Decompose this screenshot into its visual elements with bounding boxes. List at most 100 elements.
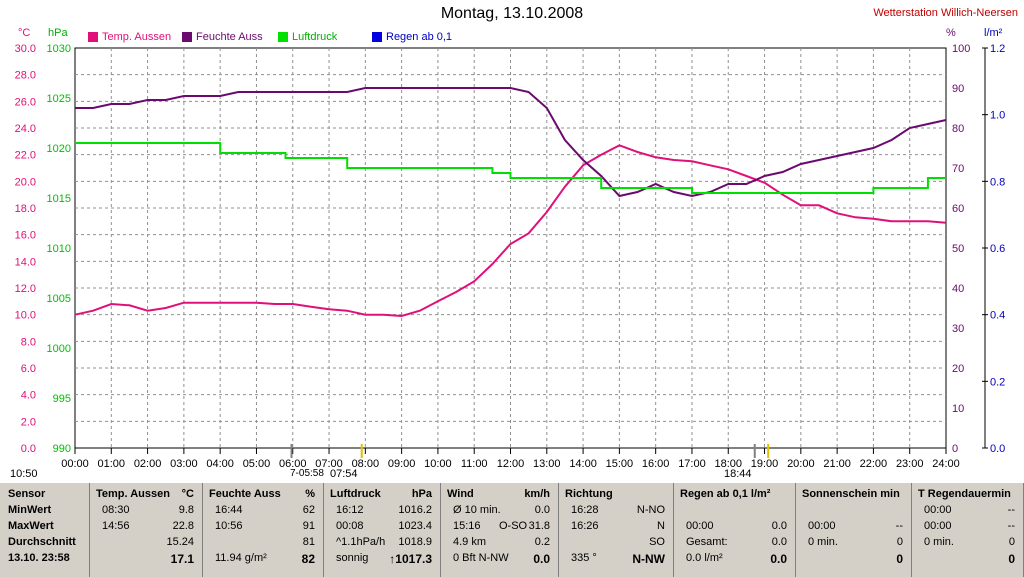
table-cell-value: N-NO <box>636 504 665 516</box>
table-head: Wind <box>447 488 474 500</box>
humidity-tick-label: 60 <box>952 203 964 215</box>
row-label-current: 13.10. 23:58 <box>8 552 70 564</box>
table-col-sensor: Sensor MinWert MaxWert Durchschnitt 13.1… <box>0 483 90 577</box>
table-head: Luftdruck <box>330 488 381 500</box>
temp-tick-label: 0.0 <box>21 443 36 455</box>
humidity-tick-label: 100 <box>952 43 970 55</box>
station-name: Wetterstation Willich-Neersen <box>873 7 1018 19</box>
table-cell-value: 62 <box>302 504 315 516</box>
table-cell-value: 91 <box>302 520 315 532</box>
humidity-unit-label: % <box>946 27 956 39</box>
table-col-8: T Regendauermin 00:00 -- 00:00 -- 0 min. 0 0 <box>912 483 1024 577</box>
table-cell-label: 00:00 <box>924 504 952 516</box>
legend-temp: Temp. Aussen <box>88 31 171 43</box>
table-cell-label: 0 min. <box>808 536 838 548</box>
table-head: T Regendauermin <box>918 488 1011 500</box>
table-cell-value: 0.0 <box>770 552 787 566</box>
table-col-4: Wind km/h Ø 10 min. 0.0 15:16 31.8 4.9 km 0.2 0 … <box>441 483 559 577</box>
table-col-3: Luftdruck hPa 16:12 1016.2 00:08 1023.4 ^1.1hP… <box>324 483 441 577</box>
humidity-tick-label: 10 <box>952 403 964 415</box>
table-cell-label: ^1.1hPa/h <box>336 536 386 548</box>
table-cell-label: 10:56 <box>215 520 243 532</box>
rain-tick-label: 1.2 <box>990 43 1005 55</box>
x-tick-label: 23:00 <box>896 458 924 470</box>
x-tick-label: 20:00 <box>787 458 815 470</box>
table-head-sensor: Sensor <box>8 488 46 500</box>
table-cell-label: 0 min. <box>924 536 954 548</box>
row-label-max: MaxWert <box>8 520 54 532</box>
table-cell-label: 4.9 km <box>453 536 487 548</box>
table-col-2: Feuchte Auss% 16:44 62 10:56 91 81 11.94 g/m² 8… <box>203 483 324 577</box>
row-label-avg: Durchschnitt <box>8 536 76 548</box>
temp-tick-label: 2.0 <box>21 416 36 428</box>
table-head: Sonnenschein min <box>802 488 900 500</box>
humidity-tick-label: 40 <box>952 283 964 295</box>
table-cell-value: N <box>657 520 665 532</box>
temp-tick-label: 30.0 <box>15 43 36 55</box>
table-cell-value: 0 <box>896 536 903 548</box>
rain-tick-label: 0.2 <box>990 376 1005 388</box>
table-col-1: Temp. Aussen °C 08:30 9.8 14:56 22.8 15.24 17.1 <box>90 483 203 577</box>
table-cell-label: 16:28 <box>571 504 599 516</box>
table-cell-mid: O-SO <box>499 520 528 532</box>
table-head-unit: % <box>305 488 315 500</box>
x-tick-label: 21:00 <box>823 458 851 470</box>
legend-rain-label: Regen ab 0,1 <box>386 31 453 43</box>
temp-tick-label: 22.0 <box>15 150 36 162</box>
table-cell-value: 81 <box>302 536 315 548</box>
humidity-tick-label: 80 <box>952 123 964 135</box>
series-feuchte-auss <box>75 87 947 198</box>
marker-sun-noon: 07:54 <box>330 468 358 480</box>
table-head: Feuchte Auss <box>209 488 281 500</box>
table-cell-label: 00:00 <box>808 520 836 532</box>
table-cell-value: 0.0 <box>771 520 787 532</box>
legend-humidity-label: Feuchte Auss <box>196 31 263 43</box>
x-tick-label: 03:00 <box>170 458 198 470</box>
legend-humidity-swatch <box>182 32 192 42</box>
marker-sunset: 18:44 <box>724 468 752 480</box>
pressure-tick-label: 1030 <box>47 43 71 55</box>
table-cell-value: 9.8 <box>178 504 194 516</box>
x-tick-label: 07:00 <box>315 458 343 470</box>
series-temp-aussen <box>74 144 947 318</box>
x-tick-label: 14:00 <box>569 458 597 470</box>
pressure-tick-label: 995 <box>53 393 71 405</box>
humidity-tick-label: 70 <box>952 163 964 175</box>
table-cell-label: 14:56 <box>102 520 130 532</box>
table-cell-value: 15.24 <box>166 536 194 548</box>
pressure-tick-label: 1020 <box>47 143 71 155</box>
rain-tick-label: 0.8 <box>990 176 1005 188</box>
temp-tick-label: 8.0 <box>21 336 36 348</box>
x-tick-label: 22:00 <box>860 458 888 470</box>
rain-tick-label: 0.0 <box>990 443 1005 455</box>
row-label-min: MinWert <box>8 504 52 516</box>
table-cell-value: -- <box>1007 520 1015 532</box>
table-cell-label: 16:12 <box>336 504 364 516</box>
x-tick-label: 24:00 <box>932 458 960 470</box>
x-tick-label: 19:00 <box>751 458 779 470</box>
temp-tick-label: 6.0 <box>21 363 36 375</box>
table-head: Temp. Aussen <box>96 488 170 500</box>
x-tick-label: 09:00 <box>388 458 416 470</box>
table-cell-label: 15:16 <box>453 520 481 532</box>
legend-temp-label: Temp. Aussen <box>102 31 172 43</box>
table-cell-value: 17.1 <box>170 552 194 566</box>
pressure-unit-label: hPa <box>48 27 68 39</box>
x-tick-label: 18:00 <box>714 458 742 470</box>
table-cell-value: SO <box>649 536 665 548</box>
legend-pressure-label: Luftdruck <box>292 31 338 43</box>
table-cell-label: 00:00 <box>924 520 952 532</box>
temp-tick-label: 28.0 <box>15 70 36 82</box>
table-cell-value: 0.0 <box>533 552 550 566</box>
x-tick-label: 12:00 <box>497 458 525 470</box>
temp-unit-label: °C <box>18 27 31 39</box>
legend-rain-swatch <box>372 32 382 42</box>
table-cell-value: 1023.4 <box>398 520 432 532</box>
rain-tick-label: 0.4 <box>990 310 1005 322</box>
table-cell-label: 0 Bft N-NW <box>453 552 509 564</box>
table-head: Regen ab 0,1 l/m² <box>680 488 771 500</box>
table-cell-value: ↑1017.3 <box>389 552 432 566</box>
x-tick-label: 16:00 <box>642 458 670 470</box>
marker-sunrise: 7-05:58 <box>290 468 324 479</box>
temp-tick-label: 24.0 <box>15 123 36 135</box>
